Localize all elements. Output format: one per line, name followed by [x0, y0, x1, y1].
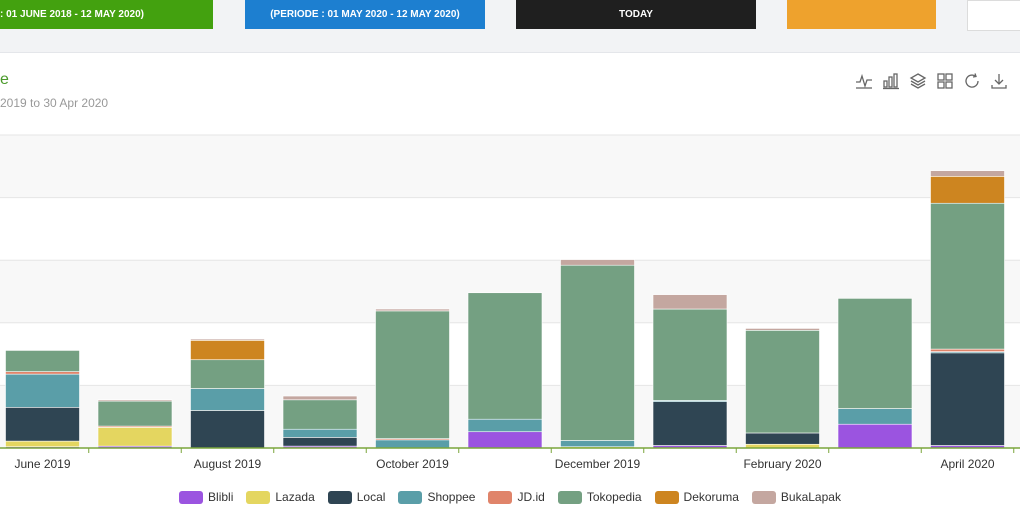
download-icon[interactable] — [990, 72, 1008, 90]
bar-segment-lazada[interactable] — [97, 427, 173, 447]
legend-label: Dekoruma — [683, 490, 739, 504]
legend-swatch — [398, 490, 423, 504]
bar-segment-tokopedia[interactable] — [375, 310, 450, 439]
x-tick-label: April 2020 — [940, 457, 994, 471]
stack-icon[interactable] — [909, 72, 927, 90]
bar-segment-blibli[interactable] — [467, 431, 543, 449]
orange-button[interactable] — [787, 0, 936, 29]
bar-segment-bukalapak[interactable] — [745, 328, 820, 331]
bar-segment-tokopedia[interactable] — [930, 202, 1005, 350]
bar-segment-tokopedia[interactable] — [97, 400, 173, 427]
legend-item-tokopedia[interactable]: Tokopedia — [557, 490, 642, 504]
chart-subtitle: 2019 to 30 Apr 2020 — [0, 96, 109, 110]
x-tick-label: June 2019 — [14, 457, 70, 471]
bar-segment-tokopedia[interactable] — [837, 298, 913, 409]
legend-label: Local — [356, 490, 386, 504]
legend-label: Tokopedia — [586, 490, 642, 504]
bar-segment-tokopedia[interactable] — [652, 308, 728, 401]
white-button[interactable] — [967, 0, 1020, 31]
bar-segment-bukalapak[interactable] — [5, 349, 80, 351]
bar-segment-tokopedia[interactable] — [5, 350, 80, 372]
legend-item-blibli[interactable]: Blibli — [179, 490, 233, 504]
bar-segment-tokopedia[interactable] — [560, 264, 635, 441]
legend-label: BukaLapak — [780, 490, 841, 504]
x-tick-label: October 2019 — [376, 457, 449, 471]
legend-item-dekoruma[interactable]: Dekoruma — [654, 490, 739, 504]
legend-swatch — [327, 490, 352, 504]
bar-segment-shoppee[interactable] — [467, 418, 543, 433]
bar-segment-local[interactable] — [930, 352, 1005, 446]
legend-item-bukalapak[interactable]: BukaLapak — [751, 490, 841, 504]
bar-segment-lazada[interactable] — [5, 440, 80, 448]
tiled-icon[interactable] — [936, 72, 954, 90]
bar-segment-tokopedia[interactable] — [467, 292, 543, 420]
legend-swatch — [557, 490, 582, 504]
bar-chart-icon[interactable] — [882, 72, 900, 90]
bar-segment-bukalapak[interactable] — [375, 308, 450, 312]
bar-segment-dekoruma[interactable] — [930, 176, 1005, 204]
bar-segment-bukalapak[interactable] — [190, 338, 265, 341]
x-tick-label: February 2020 — [743, 457, 821, 471]
bar-segment-tokopedia[interactable] — [282, 399, 358, 430]
bar-segment-local[interactable] — [5, 407, 80, 442]
legend-label: Shoppee — [427, 490, 476, 504]
bar-segment-bukalapak[interactable] — [97, 399, 173, 402]
stacked-bar-chart: June 2019 August 2019 October 2019 December… — [0, 134, 1020, 471]
restore-icon[interactable] — [963, 72, 981, 90]
summary-button-bar: : 01 JUNE 2018 - 12 MAY 2020) (PERIODE :… — [0, 0, 1020, 53]
bar-segment-bukalapak[interactable] — [930, 170, 1005, 177]
legend-swatch — [654, 490, 679, 504]
bar-segment-jd-id[interactable] — [930, 348, 1005, 352]
bar-segment-local[interactable] — [190, 410, 265, 449]
period-all-button[interactable]: : 01 JUNE 2018 - 12 MAY 2020) — [0, 0, 213, 29]
bar-segment-bukalapak[interactable] — [652, 294, 728, 310]
bar-segment-jd-id[interactable] — [5, 371, 80, 375]
chart-legend: Blibli Lazada Local Shoppee JD.id Tokopedia De… — [0, 490, 1020, 504]
legend-label: Lazada — [275, 490, 315, 504]
bar-segment-tokopedia[interactable] — [190, 359, 265, 389]
legend-item-shoppee[interactable]: Shoppee — [398, 490, 475, 504]
x-tick-label: August 2019 — [194, 457, 262, 471]
legend-swatch — [488, 490, 513, 504]
legend-label: JD.id — [517, 490, 545, 504]
bar-segment-bukalapak[interactable] — [282, 395, 358, 401]
bar-segment-shoppee[interactable] — [5, 373, 80, 408]
bar-segment-shoppee[interactable] — [190, 388, 265, 411]
legend-item-local[interactable]: Local — [327, 490, 386, 504]
legend-label: Blibli — [208, 490, 234, 504]
line-chart-icon[interactable] — [855, 72, 873, 90]
bar-segment-shoppee[interactable] — [837, 408, 913, 425]
period-may-2020-button[interactable]: (PERIODE : 01 MAY 2020 - 12 MAY 2020) — [245, 0, 485, 29]
chart-toolbox — [855, 72, 1008, 90]
bar-segment-dekoruma[interactable] — [190, 340, 265, 361]
bar-segment-tokopedia[interactable] — [745, 330, 820, 434]
bar-segment-bukalapak[interactable] — [560, 259, 635, 266]
today-button[interactable]: TODAY — [516, 0, 756, 29]
chart-title: e — [0, 71, 9, 88]
bar-segment-blibli[interactable] — [837, 423, 913, 449]
bar-segment-local[interactable] — [652, 401, 728, 446]
legend-swatch — [246, 490, 271, 504]
bar-segment-shoppee[interactable] — [375, 439, 450, 449]
legend-item-jd-id[interactable]: JD.id — [488, 490, 545, 504]
x-tick-label: December 2019 — [555, 457, 641, 471]
legend-item-lazada[interactable]: Lazada — [246, 490, 315, 504]
legend-swatch — [179, 490, 204, 504]
grid-band — [0, 135, 1020, 198]
bar-segment-shoppee[interactable] — [560, 440, 635, 448]
bar-segment-local[interactable] — [282, 437, 358, 447]
bar-segment-local[interactable] — [745, 432, 820, 445]
bar-segment-shoppee[interactable] — [282, 428, 358, 438]
legend-swatch — [751, 490, 776, 504]
